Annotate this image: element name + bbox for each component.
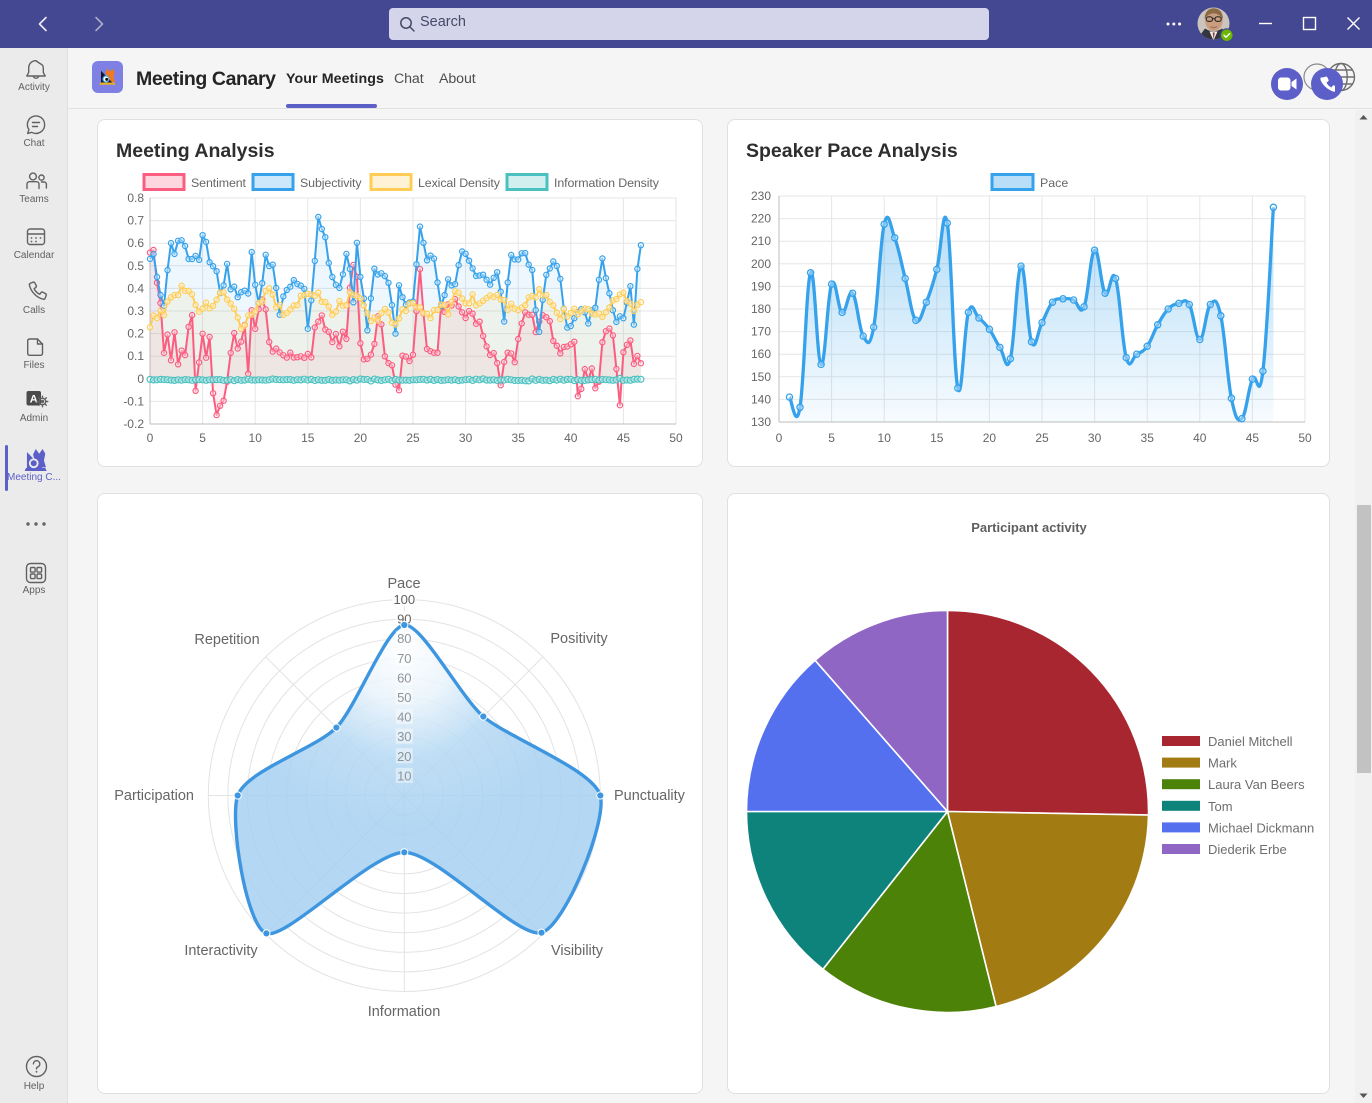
svg-text:Positivity: Positivity — [550, 631, 608, 647]
svg-text:150: 150 — [751, 370, 771, 384]
svg-text:Daniel Mitchell: Daniel Mitchell — [1208, 734, 1293, 749]
svg-text:Information Density: Information Density — [554, 176, 660, 190]
svg-text:40: 40 — [564, 431, 578, 445]
svg-text:0: 0 — [137, 372, 144, 386]
svg-text:0: 0 — [776, 431, 783, 445]
svg-text:50: 50 — [669, 431, 683, 445]
svg-text:0.6: 0.6 — [127, 236, 144, 250]
svg-text:Meeting Analysis: Meeting Analysis — [116, 140, 275, 162]
svg-text:Participation: Participation — [114, 788, 194, 804]
svg-text:0.5: 0.5 — [127, 259, 144, 273]
svg-text:Tom: Tom — [1208, 799, 1233, 814]
svg-text:70: 70 — [397, 651, 411, 666]
svg-text:30: 30 — [459, 431, 473, 445]
svg-text:80: 80 — [397, 631, 411, 646]
svg-text:45: 45 — [617, 431, 631, 445]
svg-text:40: 40 — [397, 710, 411, 725]
svg-text:190: 190 — [751, 279, 771, 293]
svg-text:Lexical Density: Lexical Density — [418, 176, 501, 190]
svg-text:25: 25 — [1035, 431, 1049, 445]
svg-text:A: A — [30, 394, 38, 406]
svg-text:Pace: Pace — [1040, 176, 1068, 190]
svg-text:Michael Dickmann: Michael Dickmann — [1208, 820, 1314, 835]
svg-text:Sentiment: Sentiment — [191, 176, 247, 190]
svg-text:Visibility: Visibility — [551, 943, 604, 959]
svg-text:Pace: Pace — [387, 576, 420, 592]
svg-text:0.8: 0.8 — [127, 191, 144, 205]
svg-text:Subjectivity: Subjectivity — [300, 176, 362, 190]
svg-text:170: 170 — [751, 325, 771, 339]
svg-text:130: 130 — [751, 415, 771, 429]
svg-text:20: 20 — [983, 431, 997, 445]
svg-text:20: 20 — [397, 749, 411, 764]
svg-text:30: 30 — [397, 729, 411, 744]
svg-text:40: 40 — [1193, 431, 1207, 445]
svg-text:Participant activity: Participant activity — [971, 520, 1087, 535]
svg-text:20: 20 — [354, 431, 368, 445]
svg-text:0.2: 0.2 — [127, 327, 144, 341]
svg-text:0.3: 0.3 — [127, 304, 144, 318]
svg-text:0: 0 — [147, 431, 154, 445]
svg-text:Mark: Mark — [1208, 756, 1237, 771]
svg-text:160: 160 — [751, 347, 771, 361]
svg-text:220: 220 — [751, 212, 771, 226]
svg-text:230: 230 — [751, 189, 771, 203]
svg-text:60: 60 — [397, 670, 411, 685]
svg-text:25: 25 — [406, 431, 420, 445]
svg-text:10: 10 — [878, 431, 892, 445]
svg-text:50: 50 — [397, 690, 411, 705]
svg-text:Information: Information — [368, 1004, 441, 1020]
svg-text:10: 10 — [397, 768, 411, 783]
svg-text:140: 140 — [751, 392, 771, 406]
svg-text:45: 45 — [1246, 431, 1260, 445]
svg-text:0.1: 0.1 — [127, 349, 144, 363]
svg-text:Speaker Pace Analysis: Speaker Pace Analysis — [746, 140, 958, 162]
svg-text:Repetition: Repetition — [194, 632, 259, 648]
svg-text:35: 35 — [1141, 431, 1155, 445]
svg-text:5: 5 — [199, 431, 206, 445]
svg-text:0.4: 0.4 — [127, 281, 144, 295]
svg-text:15: 15 — [301, 431, 315, 445]
svg-text:30: 30 — [1088, 431, 1102, 445]
svg-text:200: 200 — [751, 257, 771, 271]
svg-text:-0.2: -0.2 — [123, 417, 144, 431]
svg-text:90: 90 — [397, 612, 411, 627]
svg-text:100: 100 — [393, 592, 415, 607]
svg-text:210: 210 — [751, 234, 771, 248]
svg-text:Diederik Erbe: Diederik Erbe — [1208, 842, 1287, 857]
svg-text:Interactivity: Interactivity — [184, 943, 258, 959]
svg-text:180: 180 — [751, 302, 771, 316]
svg-text:35: 35 — [512, 431, 526, 445]
svg-text:50: 50 — [1298, 431, 1312, 445]
svg-text:Laura Van Beers: Laura Van Beers — [1208, 777, 1305, 792]
svg-text:10: 10 — [249, 431, 263, 445]
svg-text:Punctuality: Punctuality — [614, 788, 686, 804]
svg-text:0.7: 0.7 — [127, 214, 144, 228]
svg-text:-0.1: -0.1 — [123, 394, 144, 408]
svg-text:5: 5 — [828, 431, 835, 445]
svg-text:15: 15 — [930, 431, 944, 445]
